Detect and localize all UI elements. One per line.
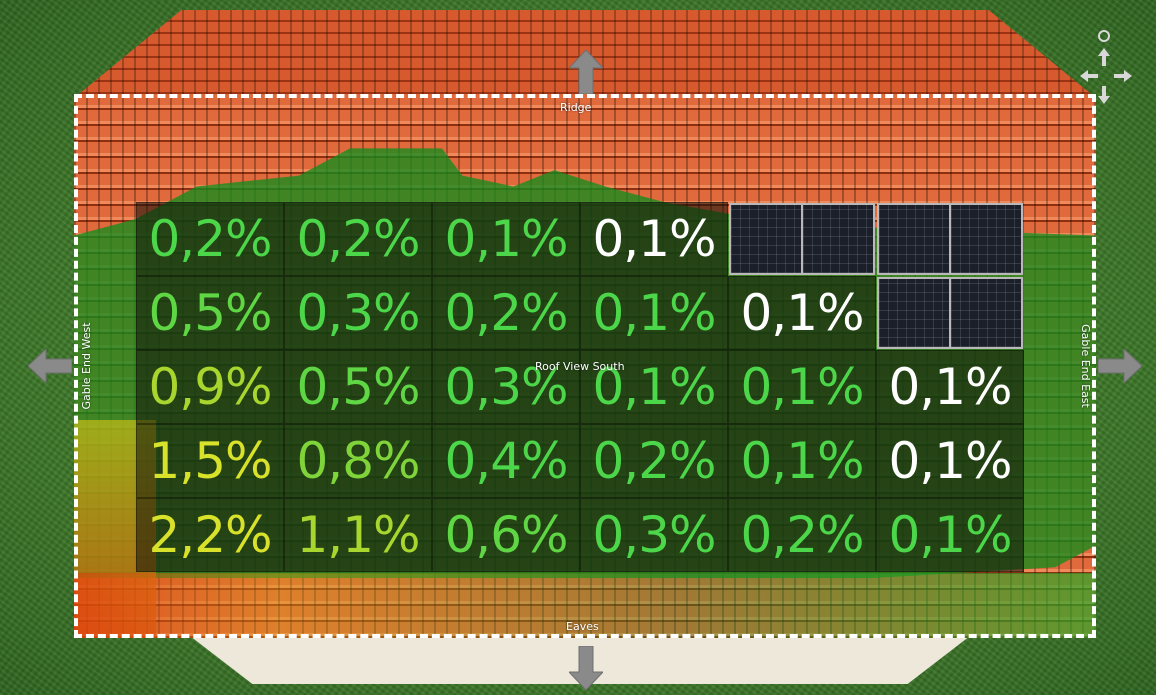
shading-cell[interactable]: 0,9% xyxy=(136,350,284,424)
solar-panel-module xyxy=(877,277,1023,349)
shading-cell[interactable]: 1,5% xyxy=(136,424,284,498)
shading-cell[interactable]: 0,1% xyxy=(876,498,1024,572)
shading-cell[interactable]: 1,1% xyxy=(284,498,432,572)
shading-cell[interactable]: 0,1% xyxy=(728,276,876,350)
gable-west-label: Gable End West xyxy=(80,322,93,410)
shading-cell[interactable]: 0,1% xyxy=(580,350,728,424)
solar-panel[interactable] xyxy=(876,276,1024,350)
shading-cell[interactable]: 0,1% xyxy=(876,350,1024,424)
shading-cell[interactable]: 0,2% xyxy=(136,202,284,276)
shading-cell[interactable]: 0,3% xyxy=(580,498,728,572)
arrow-up-icon[interactable] xyxy=(569,50,603,94)
shading-cell[interactable]: 0,2% xyxy=(728,498,876,572)
shade-lower-overlay xyxy=(74,572,1096,638)
arrow-right-icon[interactable] xyxy=(1098,349,1142,383)
shading-cell[interactable]: 0,1% xyxy=(876,424,1024,498)
arrow-left-icon[interactable] xyxy=(28,349,72,383)
eaves-label: Eaves xyxy=(566,620,599,633)
shading-grid: 0,2% 0,2% 0,1% 0,1% 0,5% 0,3% 0,2% 0,1% 0,1% 0,9%… xyxy=(136,202,1024,572)
arrow-down-icon[interactable] xyxy=(569,646,603,690)
shading-cell[interactable]: 0,2% xyxy=(284,202,432,276)
shading-cell[interactable]: 0,4% xyxy=(432,424,580,498)
solar-panel[interactable] xyxy=(876,202,1024,276)
shading-cell[interactable]: 0,3% xyxy=(432,350,580,424)
ridge-label: Ridge xyxy=(560,101,592,114)
shading-cell[interactable]: 0,1% xyxy=(728,424,876,498)
shading-cell[interactable]: 0,6% xyxy=(432,498,580,572)
shading-cell[interactable]: 0,1% xyxy=(580,276,728,350)
solar-panel-module xyxy=(877,203,1023,275)
navigation-cross-icon[interactable] xyxy=(1074,28,1140,112)
shading-cell[interactable]: 0,5% xyxy=(284,350,432,424)
gable-east-label: Gable End East xyxy=(1079,324,1092,408)
roof-view-label: Roof View South xyxy=(535,360,625,373)
shading-cell[interactable]: 0,8% xyxy=(284,424,432,498)
shading-cell[interactable]: 0,2% xyxy=(432,276,580,350)
solar-panel-module xyxy=(729,203,875,275)
solar-panel[interactable] xyxy=(728,202,876,276)
shading-cell[interactable]: 2,2% xyxy=(136,498,284,572)
shading-cell[interactable]: 0,2% xyxy=(580,424,728,498)
shading-cell[interactable]: 0,5% xyxy=(136,276,284,350)
shading-cell[interactable]: 0,1% xyxy=(728,350,876,424)
shading-cell[interactable]: 0,3% xyxy=(284,276,432,350)
shading-cell[interactable]: 0,1% xyxy=(432,202,580,276)
shading-cell[interactable]: 0,1% xyxy=(580,202,728,276)
